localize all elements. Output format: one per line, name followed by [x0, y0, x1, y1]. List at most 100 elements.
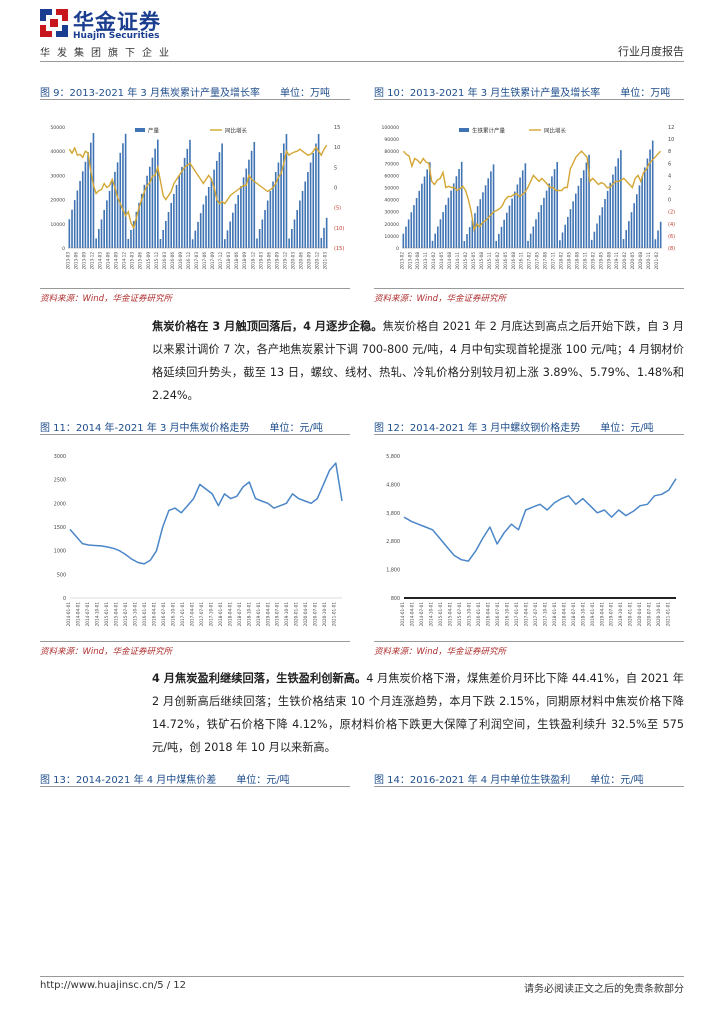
x-tick-label: 2018-11 — [582, 252, 587, 270]
bar — [173, 193, 175, 248]
x-tick-label: 2016-06 — [170, 252, 175, 270]
bar — [654, 239, 657, 248]
bar — [224, 239, 226, 248]
figure-9-chart: 0 10000 20000 30000 40000 50000 15 10 5 0 (5) (10) (… — [50, 125, 344, 270]
footer-url[interactable]: http://www.huajinsc.cn/5 / 12 — [40, 980, 187, 991]
bar — [636, 194, 638, 248]
x-tick-label: 2019-10-01 — [284, 602, 289, 627]
y-right-tick-label: (10) — [334, 226, 344, 232]
bar — [103, 209, 105, 248]
figure-11-chart: 0 500 1000 1500 2000 2500 3000 2014-01-01 2014-0… — [54, 454, 343, 627]
bar — [202, 204, 205, 248]
y-right-tick-label: 4 — [668, 173, 671, 179]
x-tick-label: 2017-07-01 — [533, 602, 538, 627]
x-tick-label: 2013-02 — [399, 252, 404, 270]
bar — [116, 162, 119, 248]
paragraph-coke-profit-lead: 4 月焦炭盈利继续回落，生铁盈利创新高。 — [152, 672, 367, 685]
x-tick-label: 2020-01-01 — [294, 602, 299, 627]
x-tick-label: 2014-06 — [106, 252, 111, 270]
footer-divider — [40, 976, 684, 977]
bar — [495, 240, 497, 248]
y-tick-label: 800 — [391, 596, 400, 602]
bar — [261, 219, 264, 248]
bar — [492, 164, 495, 248]
x-tick-label: 2014-02 — [431, 252, 436, 270]
y-right-tick-label: (8) — [668, 246, 675, 252]
bar — [226, 230, 229, 248]
y-tick-label: 0 — [63, 596, 66, 602]
legend-line-label: 同比增长 — [544, 127, 567, 135]
y-right-tick-label: (5) — [334, 206, 341, 212]
bar — [596, 223, 598, 248]
bar — [444, 204, 447, 248]
x-tick-label: 2019-07-01 — [275, 602, 280, 627]
bar — [167, 211, 170, 248]
x-tick-label: 2014-12 — [122, 252, 127, 270]
bar — [617, 158, 620, 248]
bar — [500, 226, 503, 248]
figure-12-bottom-rule — [374, 641, 684, 642]
bar — [498, 233, 500, 248]
y-tick-label: 1,800 — [386, 568, 400, 574]
x-tick-label: 2020-09 — [307, 252, 312, 270]
bar — [234, 203, 237, 248]
bar — [162, 229, 164, 248]
y-right-tick-label: 8 — [668, 149, 671, 155]
bar — [585, 162, 588, 248]
bar — [154, 148, 156, 248]
y-left-tick-label: 70000 — [384, 161, 399, 167]
bar — [521, 170, 524, 248]
bar — [638, 185, 641, 248]
figure-10-bottom-rule — [374, 288, 684, 289]
bar — [170, 202, 172, 248]
bar — [191, 239, 194, 248]
bar — [130, 229, 132, 248]
bar — [508, 205, 511, 248]
x-tick-label: 2015-01-01 — [104, 602, 109, 627]
bar — [114, 171, 116, 248]
x-tick-label: 2021-01-01 — [666, 602, 671, 627]
x-tick-label: 2017-04-01 — [523, 602, 528, 627]
x-tick-label: 2019-07-01 — [609, 602, 614, 627]
x-tick-label: 2014-11 — [455, 252, 460, 270]
x-tick-label: 2015-10-01 — [466, 602, 471, 627]
bar — [218, 152, 221, 248]
bar — [146, 175, 148, 248]
x-tick-label: 2015-05 — [471, 252, 476, 270]
x-tick-label: 2020-08 — [638, 252, 643, 270]
x-tick-label: 2018-10-01 — [246, 602, 251, 627]
x-tick-label: 2014-07-01 — [85, 602, 90, 627]
bar — [556, 161, 558, 248]
x-tick-label: 2015-10-01 — [132, 602, 137, 627]
x-tick-label: 2013-03 — [65, 252, 70, 270]
x-tick-label: 2016-05 — [503, 252, 508, 270]
bar — [240, 186, 242, 248]
bar — [532, 226, 535, 248]
bar — [165, 220, 167, 248]
x-tick-label: 2019-05 — [598, 252, 603, 270]
bar — [320, 237, 323, 248]
bar — [471, 220, 474, 248]
bar — [122, 143, 124, 248]
x-tick-label: 2014-08 — [447, 252, 452, 270]
bar — [540, 204, 543, 248]
bar — [186, 148, 189, 248]
x-tick-label: 2018-12 — [250, 252, 255, 270]
y-left-tick-label: 40000 — [50, 149, 65, 155]
x-tick-label: 2018-02 — [559, 252, 564, 270]
x-tick-label: 2021-03 — [323, 252, 328, 270]
y-tick-label: 4,800 — [386, 482, 400, 488]
x-tick-label: 2014-04-01 — [409, 602, 414, 627]
y-left-tick-label: 20000 — [384, 222, 399, 228]
y-right-tick-label: (6) — [668, 234, 675, 240]
bar — [256, 238, 258, 248]
bar — [111, 181, 114, 248]
y-right-tick-label: (2) — [668, 210, 675, 216]
bar — [649, 149, 651, 248]
bar — [317, 134, 320, 248]
x-tick-label: 2014-01-01 — [400, 602, 405, 627]
bar — [651, 140, 654, 248]
bar — [593, 231, 596, 248]
x-tick-label: 2021-01-01 — [332, 602, 337, 627]
x-tick-label: 2018-03 — [226, 252, 231, 270]
